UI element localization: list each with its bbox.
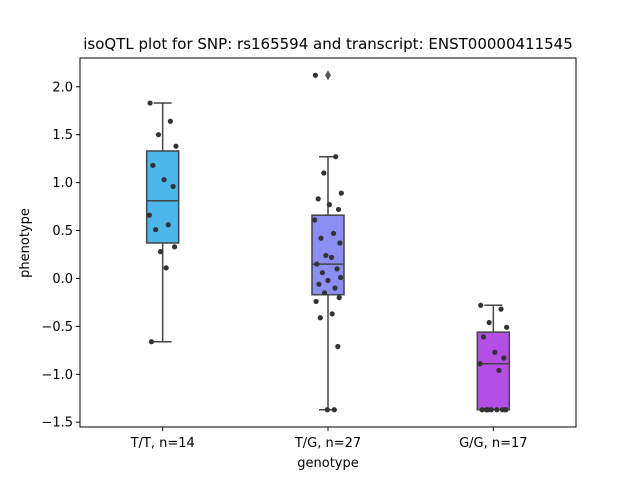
box-group (476, 302, 511, 413)
data-point (165, 222, 171, 228)
data-point (170, 183, 176, 190)
data-point (480, 334, 487, 340)
data-point (321, 290, 328, 296)
data-point (163, 265, 169, 271)
data-point (313, 298, 319, 305)
boxes-layer (145, 70, 511, 413)
data-point (315, 196, 321, 202)
data-point (338, 190, 344, 196)
data-point (496, 367, 502, 374)
data-point (147, 100, 153, 106)
y-tick-label: −1.5 (41, 416, 73, 431)
data-point (150, 162, 156, 168)
data-point (331, 407, 337, 413)
y-tick-label: 1.0 (52, 176, 73, 191)
data-point (486, 319, 492, 326)
data-point (155, 132, 162, 138)
y-tick-label: 0.5 (52, 224, 73, 239)
data-point (312, 217, 318, 223)
data-point (336, 295, 342, 301)
data-point (477, 361, 483, 367)
x-tick-label: G/G, n=17 (459, 436, 527, 451)
data-point (319, 270, 325, 276)
iqr-box (476, 331, 511, 411)
data-point (171, 244, 178, 250)
data-point (312, 72, 318, 78)
data-point (153, 226, 159, 233)
data-point (485, 407, 491, 413)
data-point (498, 306, 504, 312)
data-point (157, 249, 164, 255)
data-point (328, 254, 335, 260)
y-axis: −1.5 −1.0 −0.5 0.0 0.5 1.0 1.5 2.0 (41, 80, 80, 431)
data-point (316, 281, 322, 287)
data-point (338, 274, 344, 281)
data-point (334, 266, 340, 272)
data-point (317, 315, 323, 321)
data-point (323, 252, 329, 259)
data-point (325, 277, 331, 283)
box-group (145, 100, 180, 345)
data-point (329, 311, 335, 317)
x-tick-label: T/T, n=14 (130, 436, 195, 451)
data-point (503, 407, 509, 413)
y-tick-label: 0.0 (52, 272, 73, 287)
data-point (479, 407, 485, 413)
data-point (331, 230, 337, 236)
x-axis: T/T, n=14 T/G, n=27 G/G, n=17 (130, 427, 528, 451)
chart-title: isoQTL plot for SNP: rs165594 and transc… (83, 35, 573, 53)
data-point (492, 349, 498, 355)
x-axis-title: genotype (297, 456, 358, 471)
y-tick-label: −1.0 (41, 368, 73, 383)
y-axis-title: phenotype (18, 208, 33, 278)
data-point (494, 407, 500, 413)
data-point (167, 118, 173, 124)
data-point (337, 240, 343, 246)
outlier-marker (325, 70, 331, 81)
data-point (501, 355, 507, 361)
data-point (332, 285, 338, 291)
box-group (311, 70, 345, 413)
data-point (333, 154, 339, 160)
data-point (146, 212, 152, 218)
data-point (314, 261, 320, 267)
data-point (148, 339, 155, 345)
data-point (173, 143, 179, 149)
y-tick-label: 1.5 (52, 128, 73, 143)
data-point (321, 170, 327, 176)
data-point (326, 202, 332, 208)
x-tick-label: T/G, n=27 (294, 436, 361, 451)
data-point (161, 177, 167, 183)
data-point (478, 302, 484, 308)
data-point (504, 324, 510, 330)
data-point (318, 235, 324, 241)
data-point (324, 407, 330, 413)
data-point (335, 206, 342, 213)
y-tick-label: 2.0 (52, 80, 73, 95)
data-point (335, 343, 341, 350)
y-tick-label: −0.5 (41, 320, 73, 335)
